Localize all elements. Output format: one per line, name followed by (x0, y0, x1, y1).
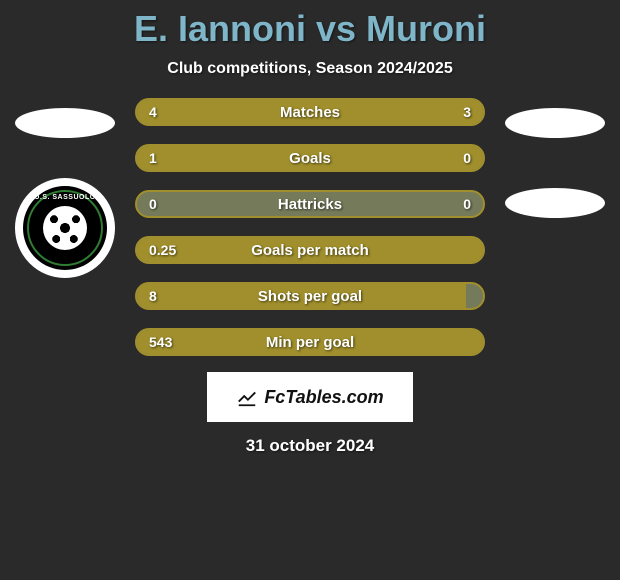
bar-fill-right (334, 100, 483, 124)
bars-column: 43Matches10Goals00Hattricks0.25Goals per… (135, 98, 485, 356)
club-badge-left: U.S. SASSUOLO (15, 178, 115, 278)
main-row: U.S. SASSUOLO 43Matches10Goals00Hattrick… (0, 98, 620, 356)
chart-icon (236, 386, 258, 408)
bar-value-left: 543 (149, 330, 172, 354)
bar-value-left: 0 (149, 192, 157, 216)
bar-fill-left (137, 100, 334, 124)
player-right-placeholder (505, 108, 605, 138)
subtitle: Club competitions, Season 2024/2025 (167, 60, 452, 78)
bar-fill-left (137, 238, 483, 262)
bar-value-left: 1 (149, 146, 157, 170)
bar-value-left: 0.25 (149, 238, 176, 262)
stat-bar: 543Min per goal (135, 328, 485, 356)
player-left-placeholder (15, 108, 115, 138)
stat-bar: 10Goals (135, 144, 485, 172)
left-side-column: U.S. SASSUOLO (15, 98, 115, 278)
stat-bar: 43Matches (135, 98, 485, 126)
comparison-container: E. Iannoni vs Muroni Club competitions, … (0, 0, 620, 456)
watermark-text: FcTables.com (264, 387, 383, 408)
badge-text: U.S. SASSUOLO (23, 194, 107, 201)
bar-value-left: 4 (149, 100, 157, 124)
bar-fill-left (137, 146, 397, 170)
stat-bar: 0 0Hattricks (135, 190, 485, 218)
stat-bar: 0.25Goals per match (135, 236, 485, 264)
stat-bar: 8Shots per goal (135, 282, 485, 310)
bar-value-right: 3 (463, 100, 471, 124)
bar-label: Hattricks (137, 192, 483, 216)
bar-value-right: 0 (463, 192, 471, 216)
watermark: FcTables.com (207, 372, 413, 422)
soccer-ball-icon (43, 206, 87, 250)
bar-value-left: 8 (149, 284, 157, 308)
club-badge-right-placeholder (505, 188, 605, 218)
badge-inner: U.S. SASSUOLO (23, 186, 107, 270)
bar-fill-left (137, 284, 466, 308)
bar-fill-left (137, 330, 483, 354)
title: E. Iannoni vs Muroni (134, 8, 486, 50)
right-side-column (505, 98, 605, 218)
date-text: 31 october 2024 (246, 436, 375, 456)
bar-value-right: 0 (463, 146, 471, 170)
